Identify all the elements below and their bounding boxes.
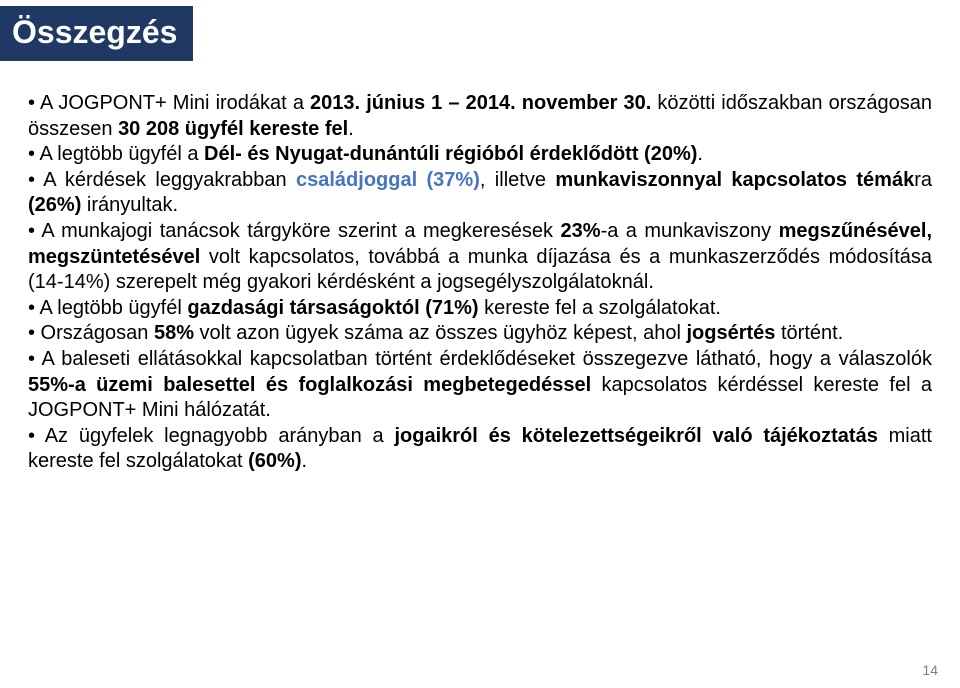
text: • A JOGPONT+ Mini irodákat a <box>28 92 310 114</box>
text-bold: munkaviszonnyal kapcsolatos témák <box>555 169 914 191</box>
bullet-4: • A munkajogi tanácsok tárgyköre szerint… <box>28 219 932 296</box>
bullet-6: • Országosan 58% volt azon ügyek száma a… <box>28 321 932 347</box>
slide-body: • A JOGPONT+ Mini irodákat a 2013. júniu… <box>0 61 960 475</box>
text-bold: 55%-a üzemi balesettel és foglalkozási m… <box>28 374 591 396</box>
text: . <box>697 143 703 165</box>
slide-title: Összegzés <box>0 6 193 61</box>
bullet-2: • A legtöbb ügyfél a Dél- és Nyugat-duná… <box>28 142 932 168</box>
bullet-1: • A JOGPONT+ Mini irodákat a 2013. júniu… <box>28 91 932 142</box>
text-bold: 2013. június 1 – 2014. november 30. <box>310 92 651 114</box>
text-bold: jogsértés <box>686 322 775 344</box>
text: -a a munkaviszony <box>601 220 779 242</box>
text-bold: Dél- és Nyugat-dunántúli régióból érdekl… <box>204 143 697 165</box>
text: történt. <box>775 322 843 344</box>
text: , illetve <box>480 169 555 191</box>
text: • A munkajogi tanácsok tárgyköre szerint… <box>28 220 561 242</box>
text: • A baleseti ellátásokkal kapcsolatban t… <box>28 348 932 370</box>
bullet-3: • A kérdések leggyakrabban családjoggal … <box>28 168 932 219</box>
text: • Az ügyfelek legnagyobb arányban a <box>28 425 394 447</box>
text: ra <box>914 169 932 191</box>
page-number: 14 <box>922 662 938 678</box>
text-bold: (26%) <box>28 194 81 216</box>
text: • A legtöbb ügyfél a <box>28 143 204 165</box>
text: kereste fel a szolgálatokat. <box>479 297 721 319</box>
text: • A kérdések leggyakrabban <box>28 169 296 191</box>
text-bold: 30 208 ügyfél kereste fel <box>118 118 348 140</box>
text: . <box>301 450 307 472</box>
text: . <box>348 118 354 140</box>
text-bold: 23% <box>561 220 601 242</box>
bullet-5: • A legtöbb ügyfél gazdasági társaságokt… <box>28 296 932 322</box>
text-bold: (60%) <box>248 450 301 472</box>
text-accent: családjoggal (37%) <box>296 169 480 191</box>
text-bold: 58% <box>154 322 194 344</box>
text: volt azon ügyek száma az összes ügyhöz k… <box>194 322 687 344</box>
text-bold: gazdasági társaságoktól (71%) <box>187 297 478 319</box>
bullet-7: • A baleseti ellátásokkal kapcsolatban t… <box>28 347 932 424</box>
text: • Országosan <box>28 322 154 344</box>
text: • A legtöbb ügyfél <box>28 297 187 319</box>
bullet-8: • Az ügyfelek legnagyobb arányban a joga… <box>28 424 932 475</box>
text: irányultak. <box>81 194 178 216</box>
text-bold: jogaikról és kötelezettségeikről való tá… <box>394 425 877 447</box>
